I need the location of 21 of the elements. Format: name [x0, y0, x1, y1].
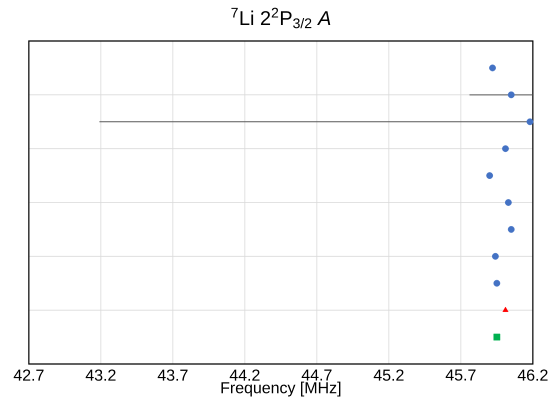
x-tick-label: 42.7 [14, 370, 44, 381]
x-tick-label: 44.2 [230, 370, 260, 381]
point [502, 145, 509, 152]
point [493, 334, 500, 340]
point [492, 252, 499, 260]
point [508, 226, 515, 233]
x-axis-title: Frequency [MHz] [221, 382, 340, 397]
point [504, 199, 512, 206]
point [526, 118, 534, 126]
point [486, 172, 494, 179]
point [493, 280, 500, 287]
point [502, 306, 508, 312]
chart-title: $^{7}$Li 2$^{2}$P$_{3/2}$ A [231, 8, 330, 28]
point [489, 64, 496, 72]
x-tick-label: 45.7 [446, 370, 476, 381]
x-tick-label: 43.7 [158, 370, 188, 381]
x-tick-label: 44.7 [302, 370, 332, 380]
point [508, 91, 515, 98]
x-tick-label: 43.2 [86, 370, 116, 381]
x-tick-label: 46.2 [518, 370, 548, 381]
x-tick-label: 45.2 [374, 370, 404, 381]
